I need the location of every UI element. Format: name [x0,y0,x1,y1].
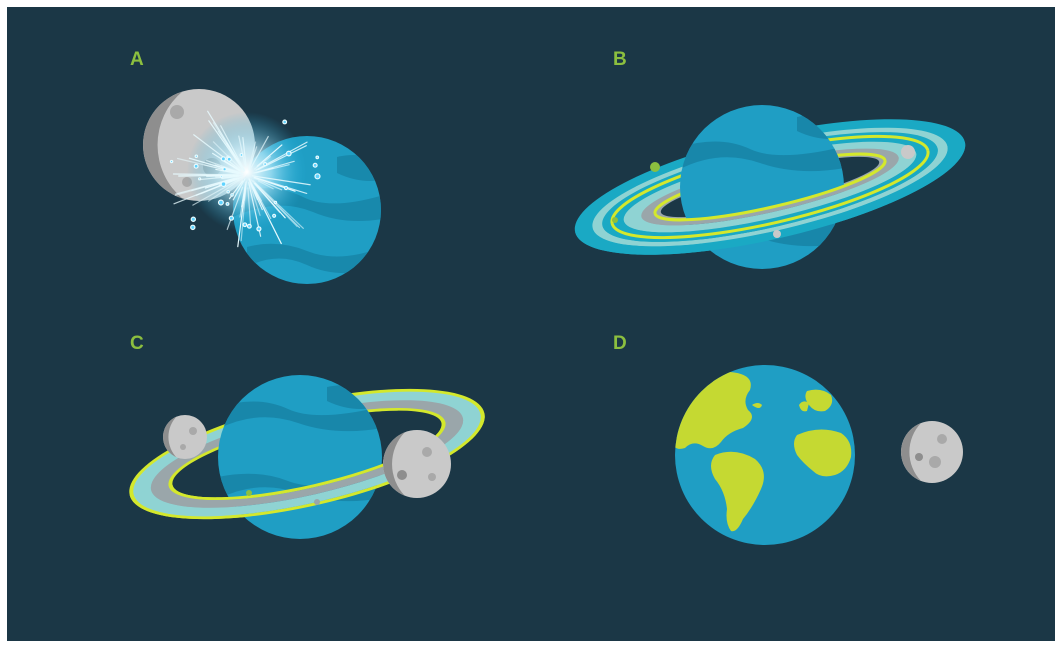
spark-dot [282,119,288,125]
spark-dot [285,150,292,157]
spark-line [226,186,244,231]
spark-dot [222,166,227,172]
spark-line [254,182,298,228]
spark-dot [239,152,244,157]
illustration-svg [129,89,966,545]
spark-dot [169,159,174,164]
spark-dot [220,156,227,162]
moon-c-small [163,415,207,459]
debris-b-1 [650,162,660,172]
spark-line [251,175,311,186]
spark-line [243,187,247,201]
spark-line [193,134,242,171]
spark-line [220,159,241,172]
spark-line [248,178,282,245]
debris-c-1 [246,490,252,496]
spark-line [249,135,269,171]
ring-b-front-arc [575,142,966,255]
panel-d-scene [675,365,963,545]
panel-label-a: A [130,49,144,70]
spark-line [242,136,247,167]
spark-dot [230,193,234,197]
spark-dot [190,224,196,231]
spark-line [199,175,242,181]
spark-dot [312,162,318,168]
spark-dot [246,223,252,229]
debris-c-2 [314,499,320,505]
spark-dot [283,185,289,191]
spark-dot [226,156,232,162]
spark-line [254,156,271,170]
spark-dot [256,226,262,232]
spark-dot [217,199,224,206]
spark-line [256,144,283,167]
debris-b-3 [773,230,781,238]
spark-line [207,177,243,202]
spark-dot [198,177,202,181]
spark-dot [190,216,197,222]
debris-b-2 [612,217,618,223]
spark-dot [226,189,230,194]
panel-b-scene [574,105,966,269]
debris-moonlet-b [901,145,915,159]
spark-line [232,178,246,201]
moon-c-large [383,430,451,498]
spark-line [257,180,274,190]
spark-line [256,164,290,174]
spark-line [253,182,286,219]
spark-dot [263,162,268,167]
spark-dot [314,173,321,180]
collision-flash [169,110,321,248]
spark-dot [315,155,320,160]
spark-line [249,146,258,168]
spark-line [192,179,240,206]
spark-dot [193,163,199,169]
spark-line [253,177,283,191]
spark-dot [272,213,277,218]
spark-line [173,176,244,205]
spark-dot [220,181,227,188]
spark-line [238,135,246,166]
spark-line [220,125,245,171]
spark-dot [228,215,234,221]
spark-line [241,184,246,208]
panel-a-scene [143,89,381,284]
spark-line [247,141,257,171]
panel-label-c: C [130,333,144,354]
spark-line [208,120,244,170]
spark-dot [242,222,248,228]
earth [675,365,855,545]
spark-line [215,168,240,175]
spark-line [253,176,296,192]
panel-label-b: B [613,49,627,70]
spark-line [174,176,239,196]
spark-dot [225,201,230,206]
spark-line [249,183,261,216]
spark-line [212,122,245,171]
spark-dot [219,174,224,178]
spark-line [247,187,252,227]
panel-label-d: D [613,333,627,354]
panel-c-scene [129,375,485,539]
moon-d [901,421,963,483]
spark-line [250,184,263,211]
spark-line [172,173,240,176]
spark-line [248,178,263,202]
spark-dot [273,200,278,205]
figure-canvas: A B C D [7,7,1055,641]
spark-dot [194,154,199,159]
